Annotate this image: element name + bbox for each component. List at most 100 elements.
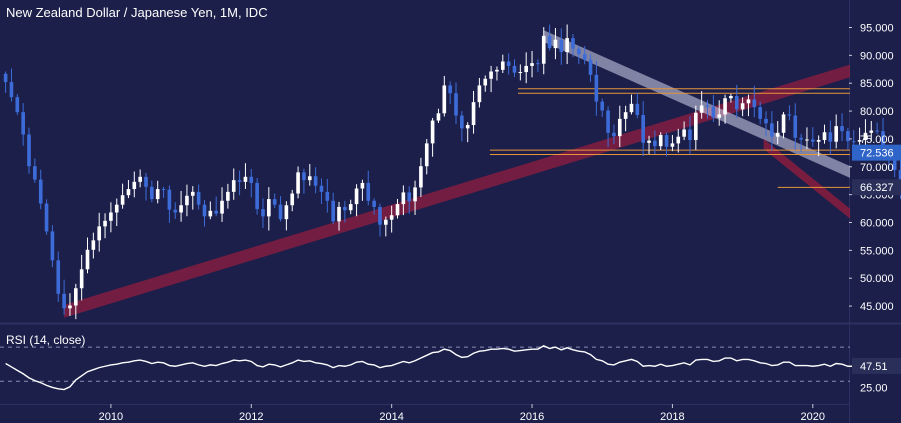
y-tick-label: 70.000 — [860, 162, 894, 174]
candle — [717, 114, 722, 118]
candle — [898, 170, 901, 187]
falling-channel-band — [543, 30, 850, 178]
candle — [337, 206, 341, 222]
candle — [220, 200, 224, 214]
candle — [565, 38, 569, 53]
candle — [600, 101, 605, 111]
candle — [44, 203, 49, 232]
candle — [401, 192, 406, 205]
candle — [606, 110, 610, 133]
price-label-box — [852, 179, 901, 196]
candle — [419, 166, 423, 188]
candle — [120, 195, 125, 205]
candle — [114, 204, 119, 213]
candle — [237, 180, 242, 182]
candle — [524, 65, 529, 73]
candle — [705, 105, 710, 107]
rsi-tick-label: 25.00 — [860, 382, 888, 394]
candle — [179, 205, 183, 213]
trend-bands — [64, 30, 850, 318]
candle — [231, 180, 236, 192]
y-tick-label: 45.000 — [860, 301, 894, 313]
rsi-line — [5, 344, 901, 391]
candle — [635, 103, 640, 115]
candle — [623, 112, 628, 119]
candle — [132, 181, 137, 190]
candle — [325, 191, 330, 201]
y-tick-label: 95.000 — [860, 23, 894, 35]
candle — [383, 219, 388, 225]
candles — [3, 24, 901, 320]
candle — [33, 166, 37, 180]
candle — [734, 96, 739, 110]
candle — [834, 126, 839, 142]
candle — [559, 39, 564, 53]
candle — [448, 85, 452, 94]
candle — [869, 130, 874, 133]
price-label-text: 66.327 — [860, 182, 894, 194]
candle — [343, 206, 347, 211]
y-tick-label: 60.000 — [860, 218, 894, 230]
y-tick-label: 55.000 — [860, 245, 894, 257]
candle — [740, 103, 745, 110]
y-tick-label: 85.000 — [860, 78, 894, 90]
candle — [68, 305, 72, 309]
candle — [805, 139, 809, 141]
candle — [190, 191, 195, 196]
candle — [319, 185, 324, 192]
x-tick-label: 2014 — [379, 411, 403, 423]
candle — [822, 132, 827, 141]
candle — [816, 140, 821, 142]
candle — [799, 137, 803, 140]
candle — [460, 115, 464, 129]
candle — [243, 176, 248, 182]
candle — [881, 131, 885, 151]
candle — [21, 112, 25, 135]
candle — [810, 139, 815, 142]
y-tick-label: 90.000 — [860, 50, 894, 62]
candle — [85, 249, 90, 270]
candle — [764, 118, 768, 124]
candle — [313, 176, 318, 186]
candle — [226, 191, 230, 201]
candle — [875, 130, 879, 132]
candle — [770, 123, 774, 137]
candle — [214, 210, 218, 214]
candle — [752, 99, 757, 108]
candle — [372, 200, 376, 207]
candle — [518, 72, 523, 74]
candle — [38, 179, 43, 204]
rising-trend-band — [64, 64, 850, 318]
candle — [647, 140, 651, 143]
candle — [27, 134, 31, 167]
candle — [840, 126, 844, 132]
candle — [641, 114, 645, 143]
candle — [278, 204, 283, 220]
candle — [272, 199, 277, 205]
candle — [307, 176, 312, 181]
price-labels: 72.536 66.327 47.51 — [852, 144, 901, 374]
candle — [682, 129, 686, 137]
candle — [892, 156, 897, 171]
candle — [571, 38, 575, 49]
candle — [506, 61, 511, 66]
candle — [729, 96, 733, 99]
candle — [173, 209, 178, 213]
candle — [588, 59, 593, 75]
candle — [97, 226, 102, 241]
chart-title: New Zealand Dollar / Japanese Yen, 1M, I… — [6, 5, 268, 20]
candle — [694, 112, 698, 141]
candle — [775, 132, 780, 137]
candle — [541, 35, 546, 64]
candle — [389, 215, 394, 220]
x-tick-label: 2018 — [660, 411, 684, 423]
candle — [617, 118, 622, 137]
price-label-box — [852, 144, 901, 161]
candle — [547, 35, 552, 49]
candle — [436, 113, 441, 121]
candle — [267, 199, 271, 217]
rsi-label-box — [852, 357, 901, 374]
y-tick-label: 80.000 — [860, 106, 894, 118]
